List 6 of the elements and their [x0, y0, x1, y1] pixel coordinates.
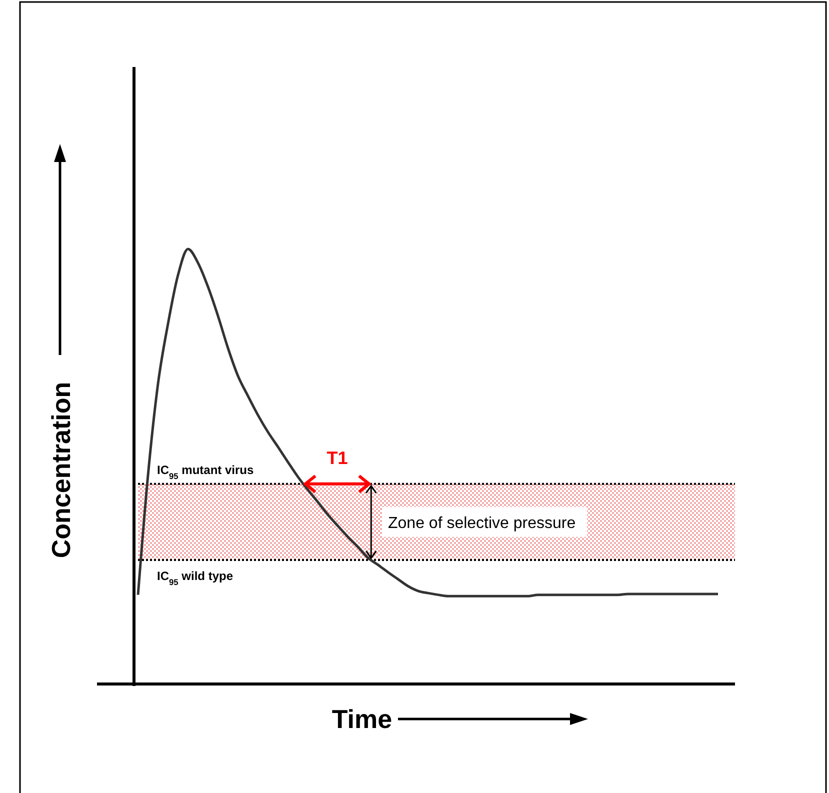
ref-line-label: IC$_{95}$ mutant virus	[157, 462, 254, 481]
x-axis-title: Time	[332, 704, 392, 734]
y-axis-title: Concentration	[46, 382, 76, 558]
annotation: T1	[326, 448, 348, 468]
band-label: Zone of selective pressure	[388, 514, 576, 532]
ref-line-label: IC$_{95}$ wild type	[157, 569, 234, 588]
